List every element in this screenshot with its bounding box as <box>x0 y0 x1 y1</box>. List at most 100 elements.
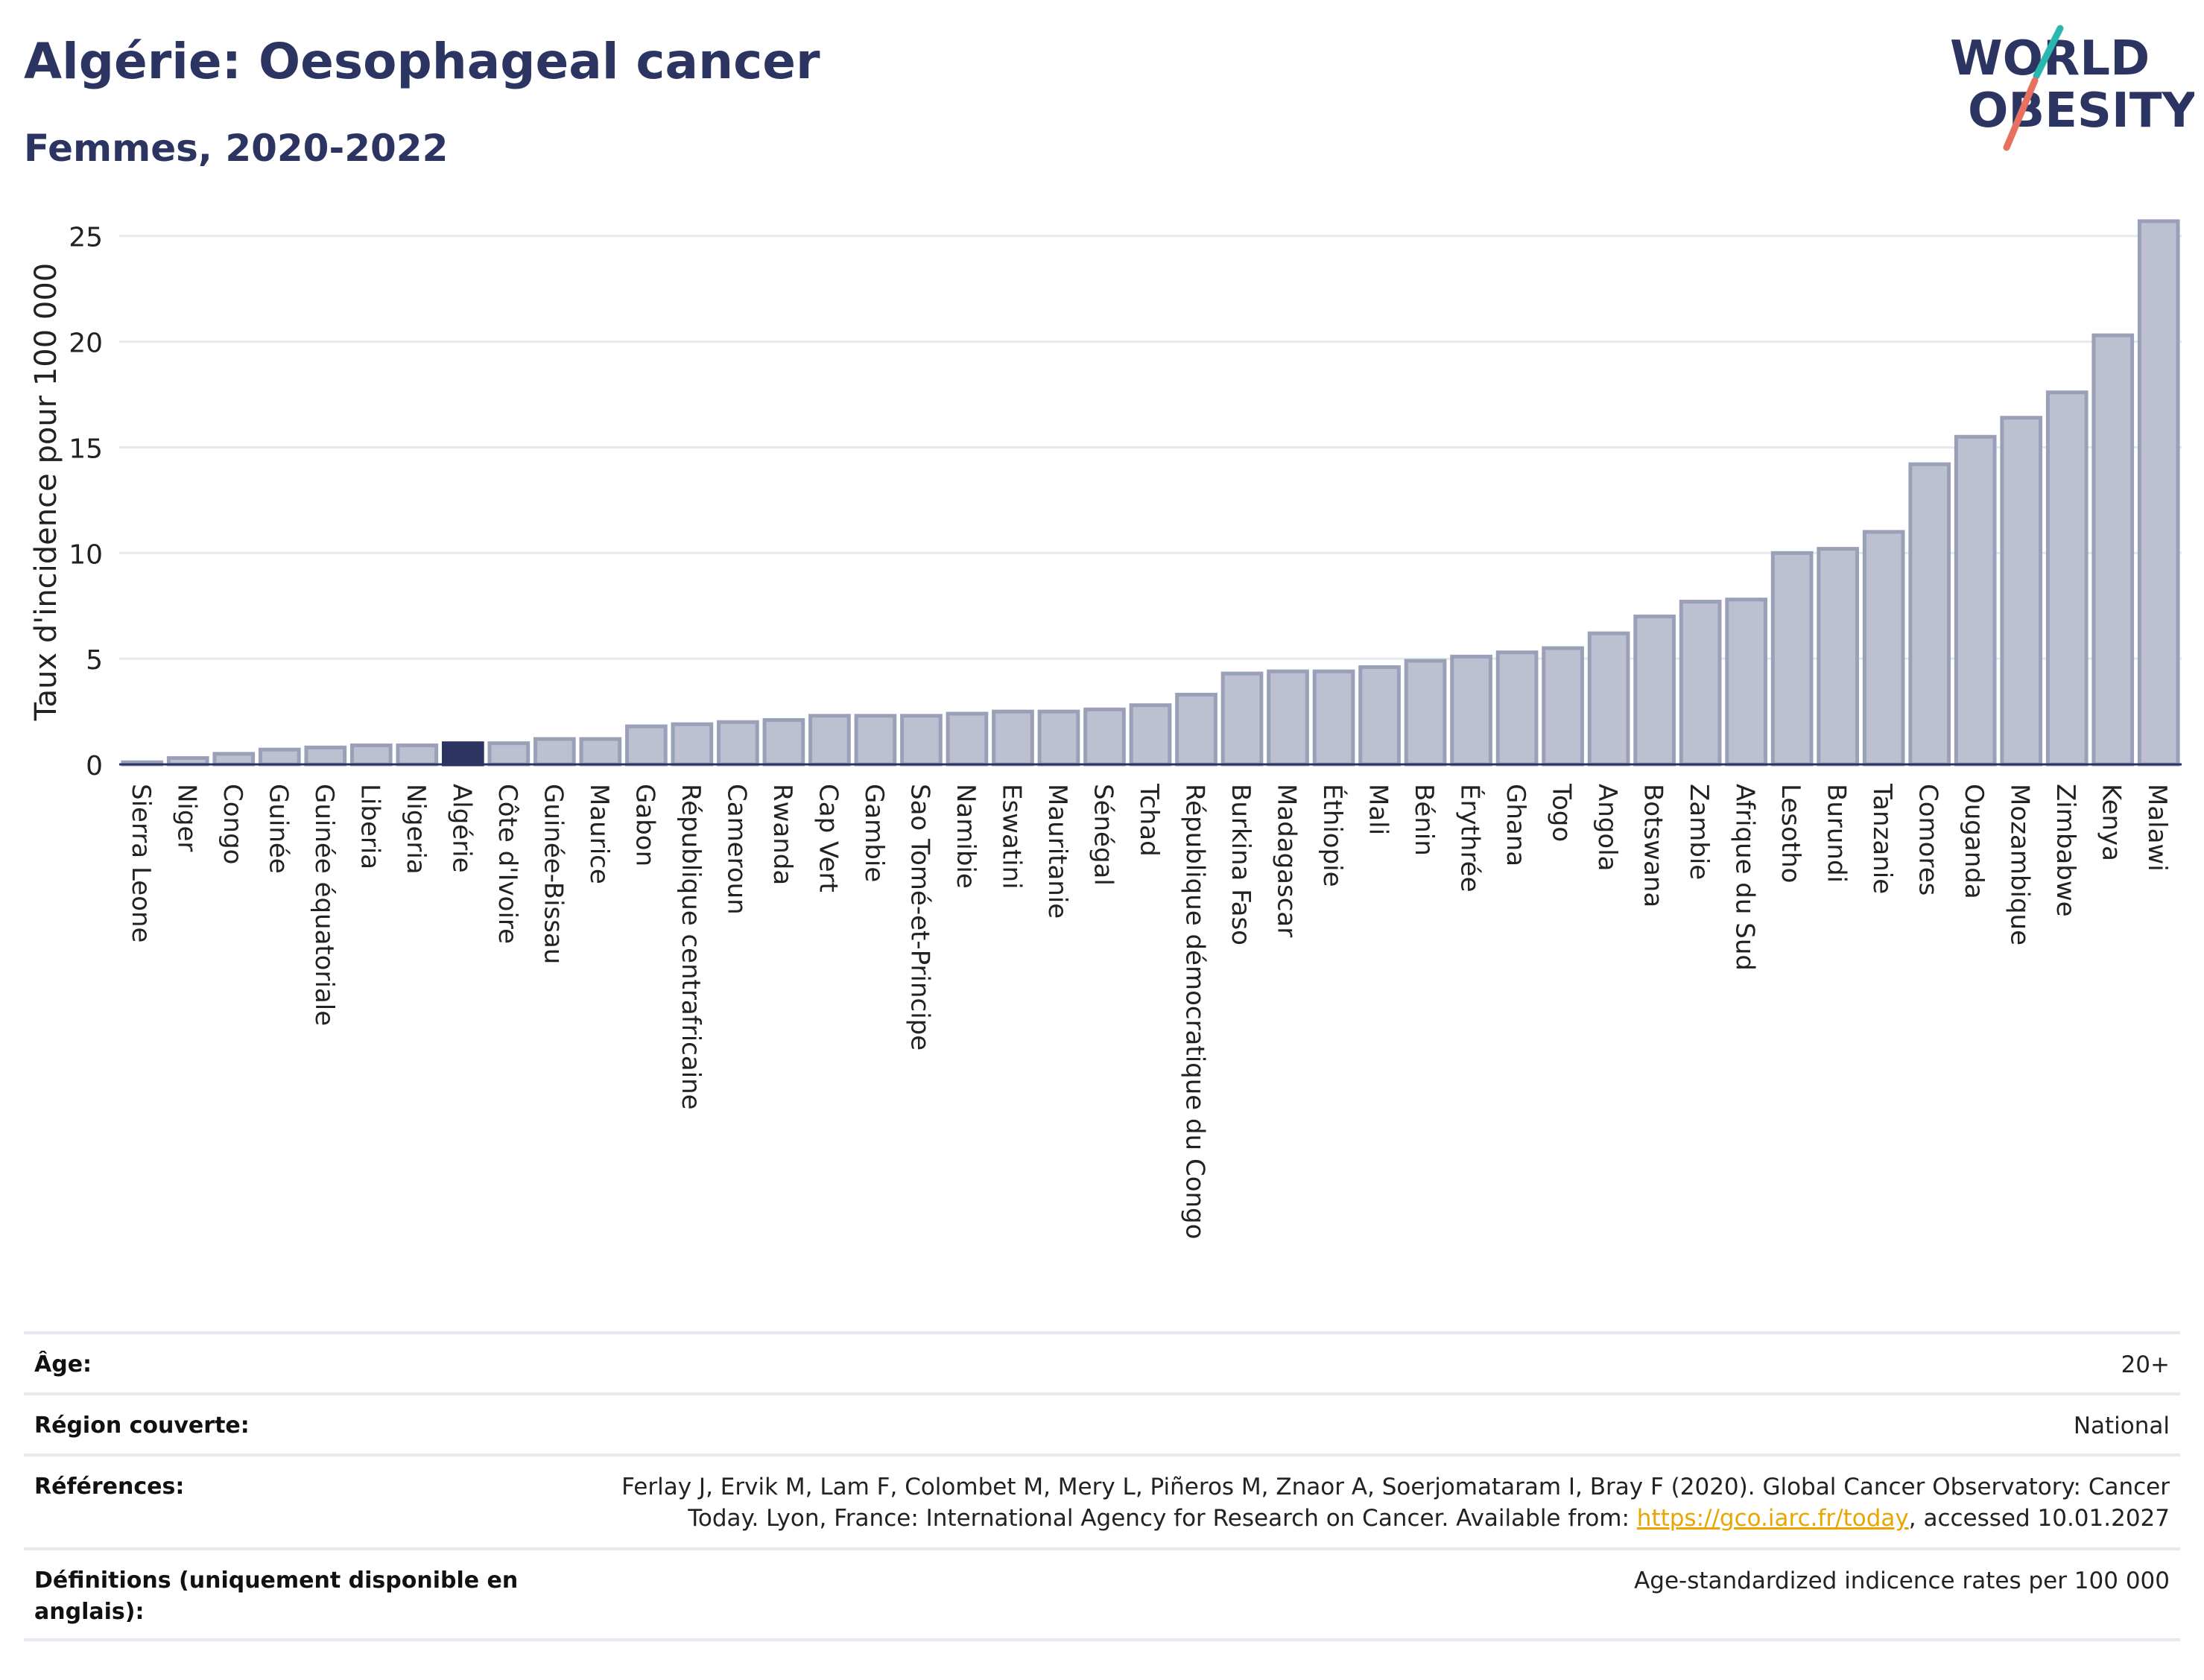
bar <box>2091 333 2135 767</box>
y-tick-label: 25 <box>69 223 103 253</box>
x-tick-label: Mali <box>1364 784 1393 835</box>
meta-definitions-label: Définitions (uniquement disponible en an… <box>34 1568 519 1625</box>
x-tick-label: Afrique du Sud <box>1730 784 1760 971</box>
x-tick-label: République centrafricaine <box>676 784 706 1110</box>
bar <box>808 714 851 767</box>
x-tick-label: Namibie <box>951 784 981 889</box>
x-tick-label: Burundi <box>1822 784 1852 883</box>
bar <box>1908 462 1951 767</box>
meta-row-definitions: Définitions (uniquement disponible en an… <box>24 1547 2180 1641</box>
x-tick-label: Guinée équatoriale <box>309 784 339 1026</box>
y-axis-ticks: 0 5 10 15 20 25 <box>69 223 103 782</box>
bar <box>1267 669 1309 767</box>
x-tick-label: Kenya <box>2097 784 2127 861</box>
logo-line-2: OBESITY <box>1968 83 2194 139</box>
x-tick-label: Eswatini <box>996 784 1026 890</box>
y-tick-label: 10 <box>69 539 103 570</box>
meta-references-line1: Ferlay J, Ervik M, Lam F, Colombet M, Me… <box>621 1474 2170 1500</box>
x-tick-label: Mozambique <box>2005 784 2035 945</box>
x-tick-label: Sierra Leone <box>126 784 156 942</box>
bar <box>717 720 759 767</box>
chart-bars <box>121 219 2180 767</box>
bar <box>487 741 531 767</box>
bar <box>854 714 897 767</box>
meta-region-value: National <box>2073 1413 2170 1439</box>
x-tick-label: Madagascar <box>1272 784 1302 937</box>
metadata-table: Âge: 20+ Région couverte: National Référ… <box>24 1331 2180 1641</box>
x-tick-label: Burkina Faso <box>1226 784 1255 945</box>
meta-references-line2-pre: Today. Lyon, France: International Agenc… <box>688 1505 1637 1532</box>
bar <box>946 711 989 767</box>
bar <box>304 745 347 767</box>
x-tick-label: Maurice <box>584 784 614 884</box>
bar <box>1129 703 1172 767</box>
x-tick-label: Gambie <box>859 784 889 882</box>
x-tick-label: Cameroun <box>721 784 751 915</box>
x-tick-label: Érythrée <box>1455 784 1486 893</box>
x-tick-label: Ouganda <box>1959 784 1989 899</box>
y-tick-label: 0 <box>86 751 103 782</box>
x-tick-label: Sénégal <box>1088 784 1118 886</box>
meta-references-label: Références: <box>34 1474 185 1500</box>
x-tick-label: Éthiopie <box>1317 784 1348 887</box>
chart-gridlines <box>119 235 2182 660</box>
x-tick-label: Lesotho <box>1776 784 1805 883</box>
x-axis-ticks: Sierra Leone Niger Congo Guinée Guinée équat… <box>126 783 2172 1239</box>
bar <box>579 737 622 767</box>
bar <box>1175 692 1217 767</box>
meta-references-value: Ferlay J, Ervik M, Lam F, Colombet M, Me… <box>621 1471 2180 1534</box>
bar <box>1954 434 1997 767</box>
x-tick-label: Tchad <box>1134 783 1164 857</box>
meta-row-age: Âge: 20+ <box>24 1331 2180 1392</box>
x-tick-label: Tanzanie <box>1867 783 1897 894</box>
x-tick-label: Malawi <box>2142 784 2172 872</box>
x-tick-label: Sao Tomé-et-Principe <box>905 784 934 1050</box>
page-subtitle: Femmes, 2020-2022 <box>24 127 449 170</box>
bar <box>671 722 714 767</box>
x-tick-label: Mauritanie <box>1042 784 1072 919</box>
logo-slash-teal <box>2033 25 2064 80</box>
bar-chart: 0 5 10 15 20 25 Sierra Leone Niger Congo Guinée G… <box>29 219 2182 1239</box>
x-tick-label: Bénin <box>1409 784 1439 856</box>
bar <box>1862 530 1905 767</box>
logo-slash-coral <box>2003 77 2039 151</box>
x-tick-label: Liberia <box>355 784 384 869</box>
meta-references-line2-post: , accessed 10.01.2027 <box>1908 1505 2170 1532</box>
x-tick-label: Botswana <box>1638 784 1668 907</box>
bar <box>625 724 668 767</box>
x-tick-label: Rwanda <box>767 784 797 885</box>
x-tick-label: Niger <box>171 784 201 852</box>
bar <box>1679 600 1722 767</box>
bar <box>1725 597 1767 767</box>
meta-row-region: Région couverte: National <box>24 1392 2180 1454</box>
x-tick-label: Comores <box>1913 784 1943 896</box>
bar <box>2137 219 2180 767</box>
x-tick-label: République démocratique du Congo <box>1180 784 1210 1239</box>
bar <box>2045 390 2089 767</box>
bar <box>1083 707 1126 767</box>
bar <box>258 747 301 767</box>
bar <box>1358 665 1401 767</box>
bar <box>1770 551 1814 767</box>
bar <box>349 743 393 767</box>
x-tick-label: Zambie <box>1684 784 1714 880</box>
bar <box>396 743 439 767</box>
y-axis-label: Taux d'incidence pour 100 000 <box>29 263 63 721</box>
x-tick-label: Ghana <box>1501 784 1530 866</box>
x-tick-label: Côte d'Ivoire <box>493 784 522 944</box>
x-tick-label: Nigeria <box>401 784 431 875</box>
x-tick-label: Angola <box>1592 784 1622 871</box>
y-tick-label: 20 <box>69 329 103 359</box>
references-link[interactable]: https://gco.iarc.fr/today <box>1636 1505 1909 1532</box>
bar <box>900 714 943 767</box>
bar <box>1495 650 1539 767</box>
bar <box>762 717 805 767</box>
bar <box>1817 547 1860 767</box>
world-obesity-logo: WORLD OBESITY <box>1950 25 2194 151</box>
meta-age-label: Âge: <box>34 1351 92 1378</box>
bar <box>1450 654 1492 767</box>
x-tick-label: Cap Vert <box>813 784 843 893</box>
y-tick-label: 5 <box>86 645 103 676</box>
bar <box>1542 646 1584 767</box>
x-tick-label: Guinée <box>263 784 293 874</box>
